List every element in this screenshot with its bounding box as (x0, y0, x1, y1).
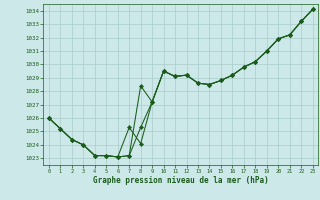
X-axis label: Graphe pression niveau de la mer (hPa): Graphe pression niveau de la mer (hPa) (93, 176, 269, 185)
